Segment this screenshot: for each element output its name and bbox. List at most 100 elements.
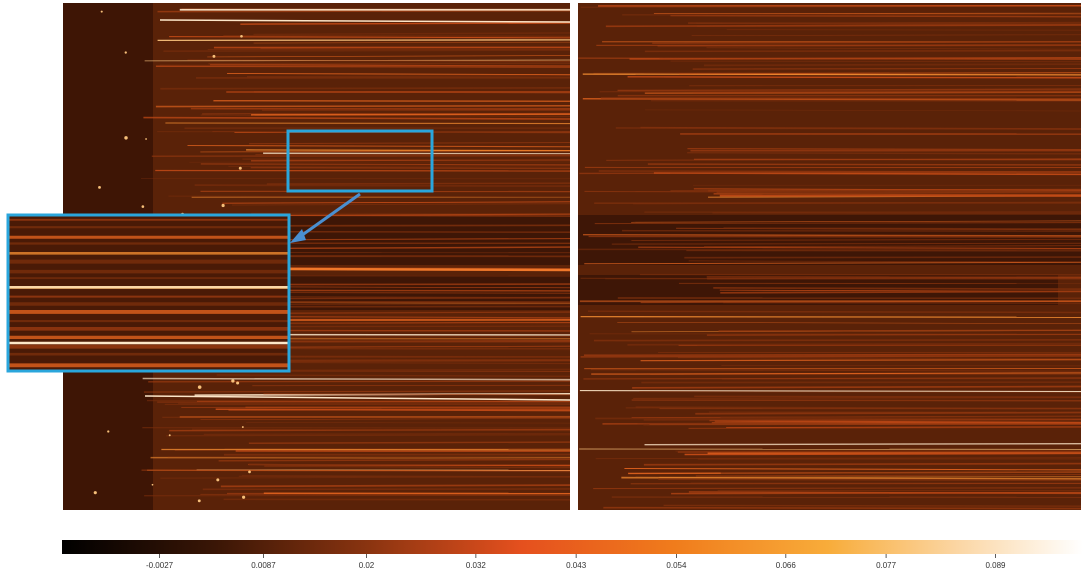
colorbar-tick-label: 0.077	[876, 561, 897, 570]
streak	[644, 442, 1081, 446]
streak	[143, 390, 570, 393]
streak	[148, 380, 570, 383]
streak	[157, 39, 570, 42]
hot-pixel	[93, 491, 97, 495]
streak	[706, 47, 1081, 50]
hot-pixel	[236, 381, 240, 385]
hot-pixel	[100, 10, 103, 13]
streak	[227, 72, 570, 76]
streak	[593, 487, 1081, 490]
streak	[213, 100, 570, 102]
streak	[694, 395, 1081, 398]
streak	[187, 59, 570, 62]
streak	[706, 333, 1081, 336]
streak	[165, 122, 570, 125]
streak	[670, 14, 1081, 18]
streak	[253, 41, 570, 44]
streak	[240, 22, 570, 25]
streak	[250, 166, 570, 170]
streak	[266, 182, 570, 185]
streak	[675, 450, 1081, 452]
streak	[647, 163, 1081, 166]
streak	[603, 506, 1081, 510]
zoom-region	[286, 129, 434, 193]
streak	[670, 60, 1081, 63]
streak	[670, 171, 1081, 174]
colorbar-tick-label: 0.054	[666, 561, 687, 570]
streak	[241, 474, 570, 478]
streak	[588, 310, 1081, 314]
streak	[166, 434, 570, 437]
streak	[580, 315, 1081, 318]
streak	[580, 355, 1081, 358]
streak	[720, 290, 1081, 294]
streak	[691, 34, 1081, 37]
streak	[222, 201, 570, 204]
streak	[631, 220, 1081, 223]
streak	[638, 246, 1081, 250]
streak	[203, 433, 570, 435]
hot-pixel	[221, 203, 225, 208]
streak	[249, 141, 570, 145]
streak	[578, 248, 1081, 251]
hot-pixel	[231, 379, 235, 383]
streak	[289, 267, 570, 272]
streak	[169, 36, 570, 39]
streak	[260, 361, 570, 365]
hot-pixel	[212, 54, 216, 58]
streak	[611, 242, 1081, 245]
streak	[720, 471, 1081, 474]
streak	[580, 5, 1081, 8]
streak	[600, 97, 1081, 100]
streak	[236, 230, 570, 233]
streak	[584, 261, 1081, 265]
streak	[168, 195, 570, 198]
streak	[157, 9, 570, 13]
streak	[246, 421, 570, 424]
streak	[712, 211, 1081, 215]
inset-image	[9, 216, 288, 370]
hot-pixel	[240, 34, 243, 38]
streak	[588, 235, 1081, 238]
colorbar	[62, 540, 1083, 554]
streak	[238, 475, 570, 478]
streak	[621, 229, 1081, 232]
streak	[621, 476, 1081, 480]
streak	[590, 369, 1081, 372]
streak	[187, 144, 570, 148]
streak	[707, 451, 1081, 455]
streak	[194, 184, 570, 187]
streak	[155, 65, 570, 68]
colorbar-tick-label: 0.032	[466, 561, 487, 570]
streak	[163, 49, 570, 53]
hot-pixel	[141, 205, 145, 208]
streak	[583, 377, 1081, 380]
streak	[617, 322, 1081, 324]
streak	[688, 426, 1081, 430]
streak	[263, 393, 570, 396]
streak	[693, 188, 1081, 191]
streak	[684, 256, 1081, 259]
streak	[218, 458, 570, 462]
streak	[714, 420, 1081, 424]
hot-pixel	[151, 483, 154, 486]
streak	[258, 246, 570, 250]
streak	[242, 158, 570, 162]
streak	[160, 87, 570, 90]
colorbar-tick-label: 0.02	[359, 561, 375, 570]
streak	[633, 201, 1081, 205]
hot-pixel	[107, 430, 110, 433]
streak	[253, 32, 570, 36]
streak	[639, 391, 1081, 393]
streak	[223, 498, 570, 501]
streak	[246, 149, 570, 152]
streak	[216, 374, 570, 377]
colorbar-tick-label: 0.066	[776, 561, 797, 570]
streak	[688, 22, 1081, 25]
streak	[192, 428, 570, 432]
streak	[155, 104, 570, 108]
streak	[632, 385, 1081, 389]
streak	[635, 406, 1081, 410]
streak	[704, 245, 1081, 248]
streak	[720, 415, 1081, 418]
